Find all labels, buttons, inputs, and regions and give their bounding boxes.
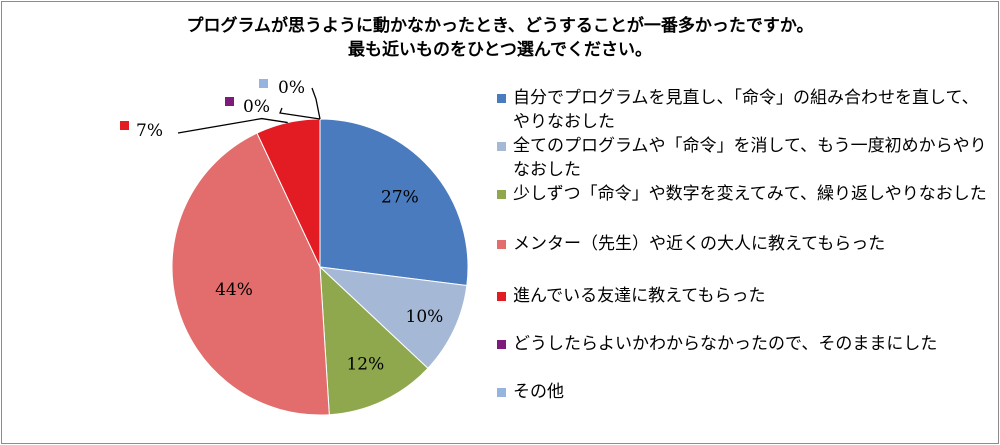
slice-value-label: 10%: [406, 307, 444, 327]
chart-title-block: プログラムが思うように動かなかったとき、どうすることが一番多かったですか。 最も…: [40, 14, 960, 62]
legend-item: その他: [497, 380, 987, 404]
leader-line: [177, 117, 288, 134]
legend-swatch: [497, 292, 506, 301]
slice-value-label: 12%: [346, 354, 384, 374]
slice-label-swatch: [225, 97, 234, 106]
legend-label: 全てのプログラムや「命令」を消して、もう一度初めからやりなおした: [513, 136, 987, 180]
legend-swatch: [497, 190, 506, 199]
legend-item: メンター（先生）や近くの大人に教えてもらった: [497, 232, 987, 256]
slice-value-label: 7%: [136, 121, 163, 141]
slice-value-label: 44%: [215, 280, 253, 300]
chart-title: プログラムが思うように動かなかったとき、どうすることが一番多かったですか。: [186, 16, 814, 36]
pie-slice: [319, 118, 469, 287]
legend-item: 進んでいる友達に教えてもらった: [497, 284, 987, 308]
legend-label: 少しずつ「命令」や数字を変えてみて、繰り返しやりなおした: [513, 184, 987, 204]
legend-swatch: [497, 94, 506, 103]
legend-item: どうしたらよいかわからなかったので、そのままにした: [497, 332, 987, 356]
chart-subtitle: 最も近いものをひとつ選んでください。: [348, 40, 652, 60]
slice-label-swatch: [259, 79, 268, 88]
pie-slice: [319, 265, 429, 416]
slice-value-label: 0%: [278, 78, 305, 98]
legend-swatch: [497, 388, 506, 397]
legend-swatch: [497, 240, 506, 249]
legend-label: どうしたらよいかわからなかったので、そのままにした: [513, 334, 938, 354]
slice-label-swatch: [120, 121, 129, 130]
legend-swatch: [497, 142, 506, 151]
legend-label: メンター（先生）や近くの大人に教えてもらった: [513, 234, 886, 254]
legend-item: 自分でプログラムを見直し、「命令」の組み合わせを直して、やりなおした: [497, 86, 987, 134]
legend-item: 全てのプログラムや「命令」を消して、もう一度初めからやりなおした: [497, 134, 987, 182]
legend-swatch: [497, 340, 506, 349]
legend-item: 少しずつ「命令」や数字を変えてみて、繰り返しやりなおした: [497, 182, 987, 206]
legend-label: 自分でプログラムを見直し、「命令」の組み合わせを直して、やりなおした: [513, 88, 979, 132]
legend-label: 進んでいる友達に教えてもらった: [513, 286, 766, 306]
leader-line: [311, 87, 321, 120]
slice-value-label: 27%: [381, 188, 419, 208]
pie-slice: [318, 266, 468, 370]
legend-label: その他: [513, 382, 564, 402]
slice-value-label: 0%: [243, 97, 270, 117]
leader-line: [279, 107, 321, 120]
